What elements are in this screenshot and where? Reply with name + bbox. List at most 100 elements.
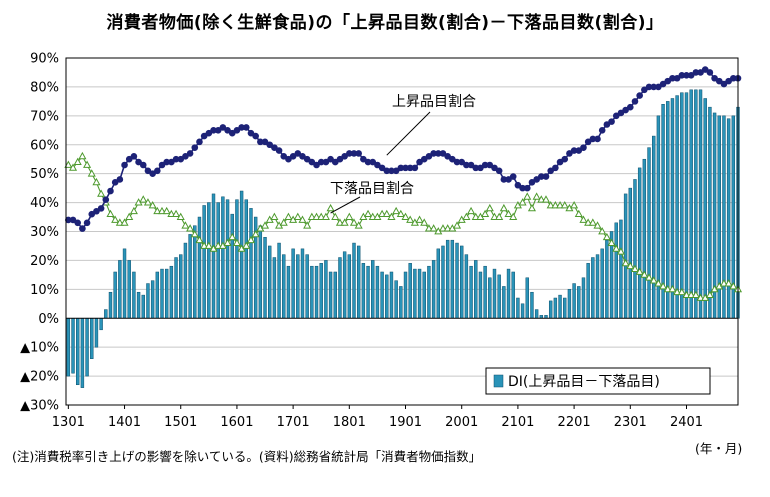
fall-share-point [260,221,270,229]
rise-share-point [196,138,203,146]
rise-share-point [594,135,601,143]
fall-share-point [518,198,527,206]
di-bar [244,199,248,319]
di-bar [333,271,337,319]
rise-share-point [561,155,569,163]
rise-share-point [74,219,82,227]
di-bar [586,263,590,319]
rise-share-point [669,74,676,82]
fall-share-point [162,206,171,215]
rise-share-point [102,196,110,203]
fall-share-point [335,218,344,226]
di-bar [656,115,661,319]
rise-share-point [130,153,138,160]
di-bar [300,248,305,319]
di-bar [652,135,656,319]
di-bar [202,205,206,319]
di-bar [324,260,328,319]
fall-share-point [612,244,621,252]
di-bar [427,265,431,319]
line-series [64,66,743,301]
x-tick-label: 2301 [614,415,647,430]
fall-share-point [438,224,448,232]
x-tick-label: 1501 [164,415,197,430]
footnote: (注)消費税率引き上げの影響を除いている。(資料)総務省統計局「消費者物価指数」 [12,449,482,464]
fall-share-point [696,293,705,301]
di-bar [605,239,609,319]
di-bar [516,297,520,319]
rise-share-point [509,173,517,180]
di-bar [146,283,150,319]
di-bar [338,257,342,319]
y-tick-label: 80% [30,80,59,95]
fall-share-point [485,203,494,212]
di-bar [417,268,422,319]
fall-share-point [481,209,490,218]
di-bar [272,257,277,319]
di-bar [342,251,347,319]
rise-share-point [191,144,199,151]
rise-share-point [519,184,526,192]
di-bar [277,242,281,319]
rise-share-point [83,219,91,227]
di-bar [623,193,628,319]
rise-share-point [172,155,180,163]
di-bar [71,318,75,374]
fall-share-point [443,224,452,232]
rise-share-point [538,173,545,180]
fall-share-point [626,261,635,270]
fall-share-point [504,209,513,218]
fall-share-point [551,201,560,209]
fall-share-point [157,206,167,215]
di-bar [230,213,234,319]
di-bar [722,115,726,319]
rise-share-point [495,167,503,175]
y-tick-label: 0% [38,312,59,327]
fall-share-point [668,284,677,293]
fall-share-point [172,209,181,218]
rise-share-point [107,187,114,195]
di-bar [703,98,707,319]
fall-share-point [83,160,92,168]
fall-share-point [677,287,686,296]
di-bar [628,187,632,319]
di-bar [310,265,314,319]
di-bar [385,274,389,319]
di-bar [164,268,169,319]
fall-share-annotation: 下落品目割合 [330,180,414,197]
di-bar [455,242,459,319]
fall-share-point [354,221,363,229]
rise-share-point [706,69,714,76]
di-bar [399,286,403,319]
rise-share-point [163,158,170,166]
rise-share-point [500,176,508,183]
di-bar [558,294,562,319]
fall-share-point [153,206,162,215]
di-bar [591,257,595,319]
legend-label: DI(上昇品目－下落品目) [508,374,660,390]
rise-share-point [430,150,437,157]
x-tick-label: 1801 [333,415,366,430]
di-bar [132,271,136,319]
rise-share-point [552,164,559,172]
di-bar [445,239,450,319]
di-bar [389,271,394,319]
di-bar [483,265,487,319]
chart-title: 消費者物価(除く生鮮食品)の「上昇品目数(割合)－下落品目数(割合)」 [106,13,664,33]
di-bar [104,309,108,319]
di-bar [684,92,689,319]
y-tick-label: 10% [30,283,59,298]
rise-share-point [346,150,353,157]
rise-share-annotation: 上昇品目割合 [392,93,476,110]
rise-share-point [645,83,653,91]
rise-share-point [252,132,259,140]
fall-share-point [176,212,185,220]
di-bar [394,280,398,319]
di-bar [614,222,618,319]
rise-share-point [636,92,643,99]
fall-share-point [307,212,316,220]
fall-share-point [556,201,565,209]
rise-share-point [79,225,86,232]
di-bar [136,291,141,319]
